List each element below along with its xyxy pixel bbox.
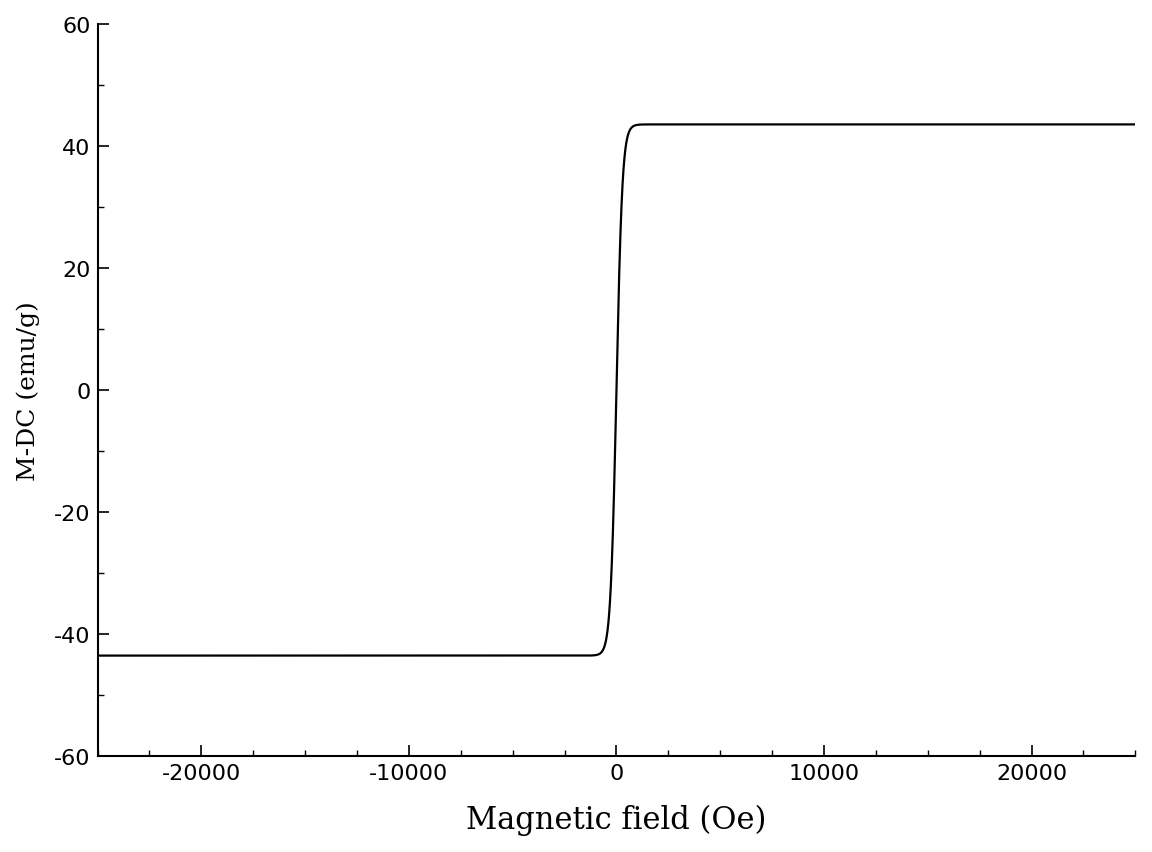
Y-axis label: M-DC (emu/g): M-DC (emu/g) bbox=[16, 301, 40, 481]
X-axis label: Magnetic field (Oe): Magnetic field (Oe) bbox=[467, 804, 766, 835]
